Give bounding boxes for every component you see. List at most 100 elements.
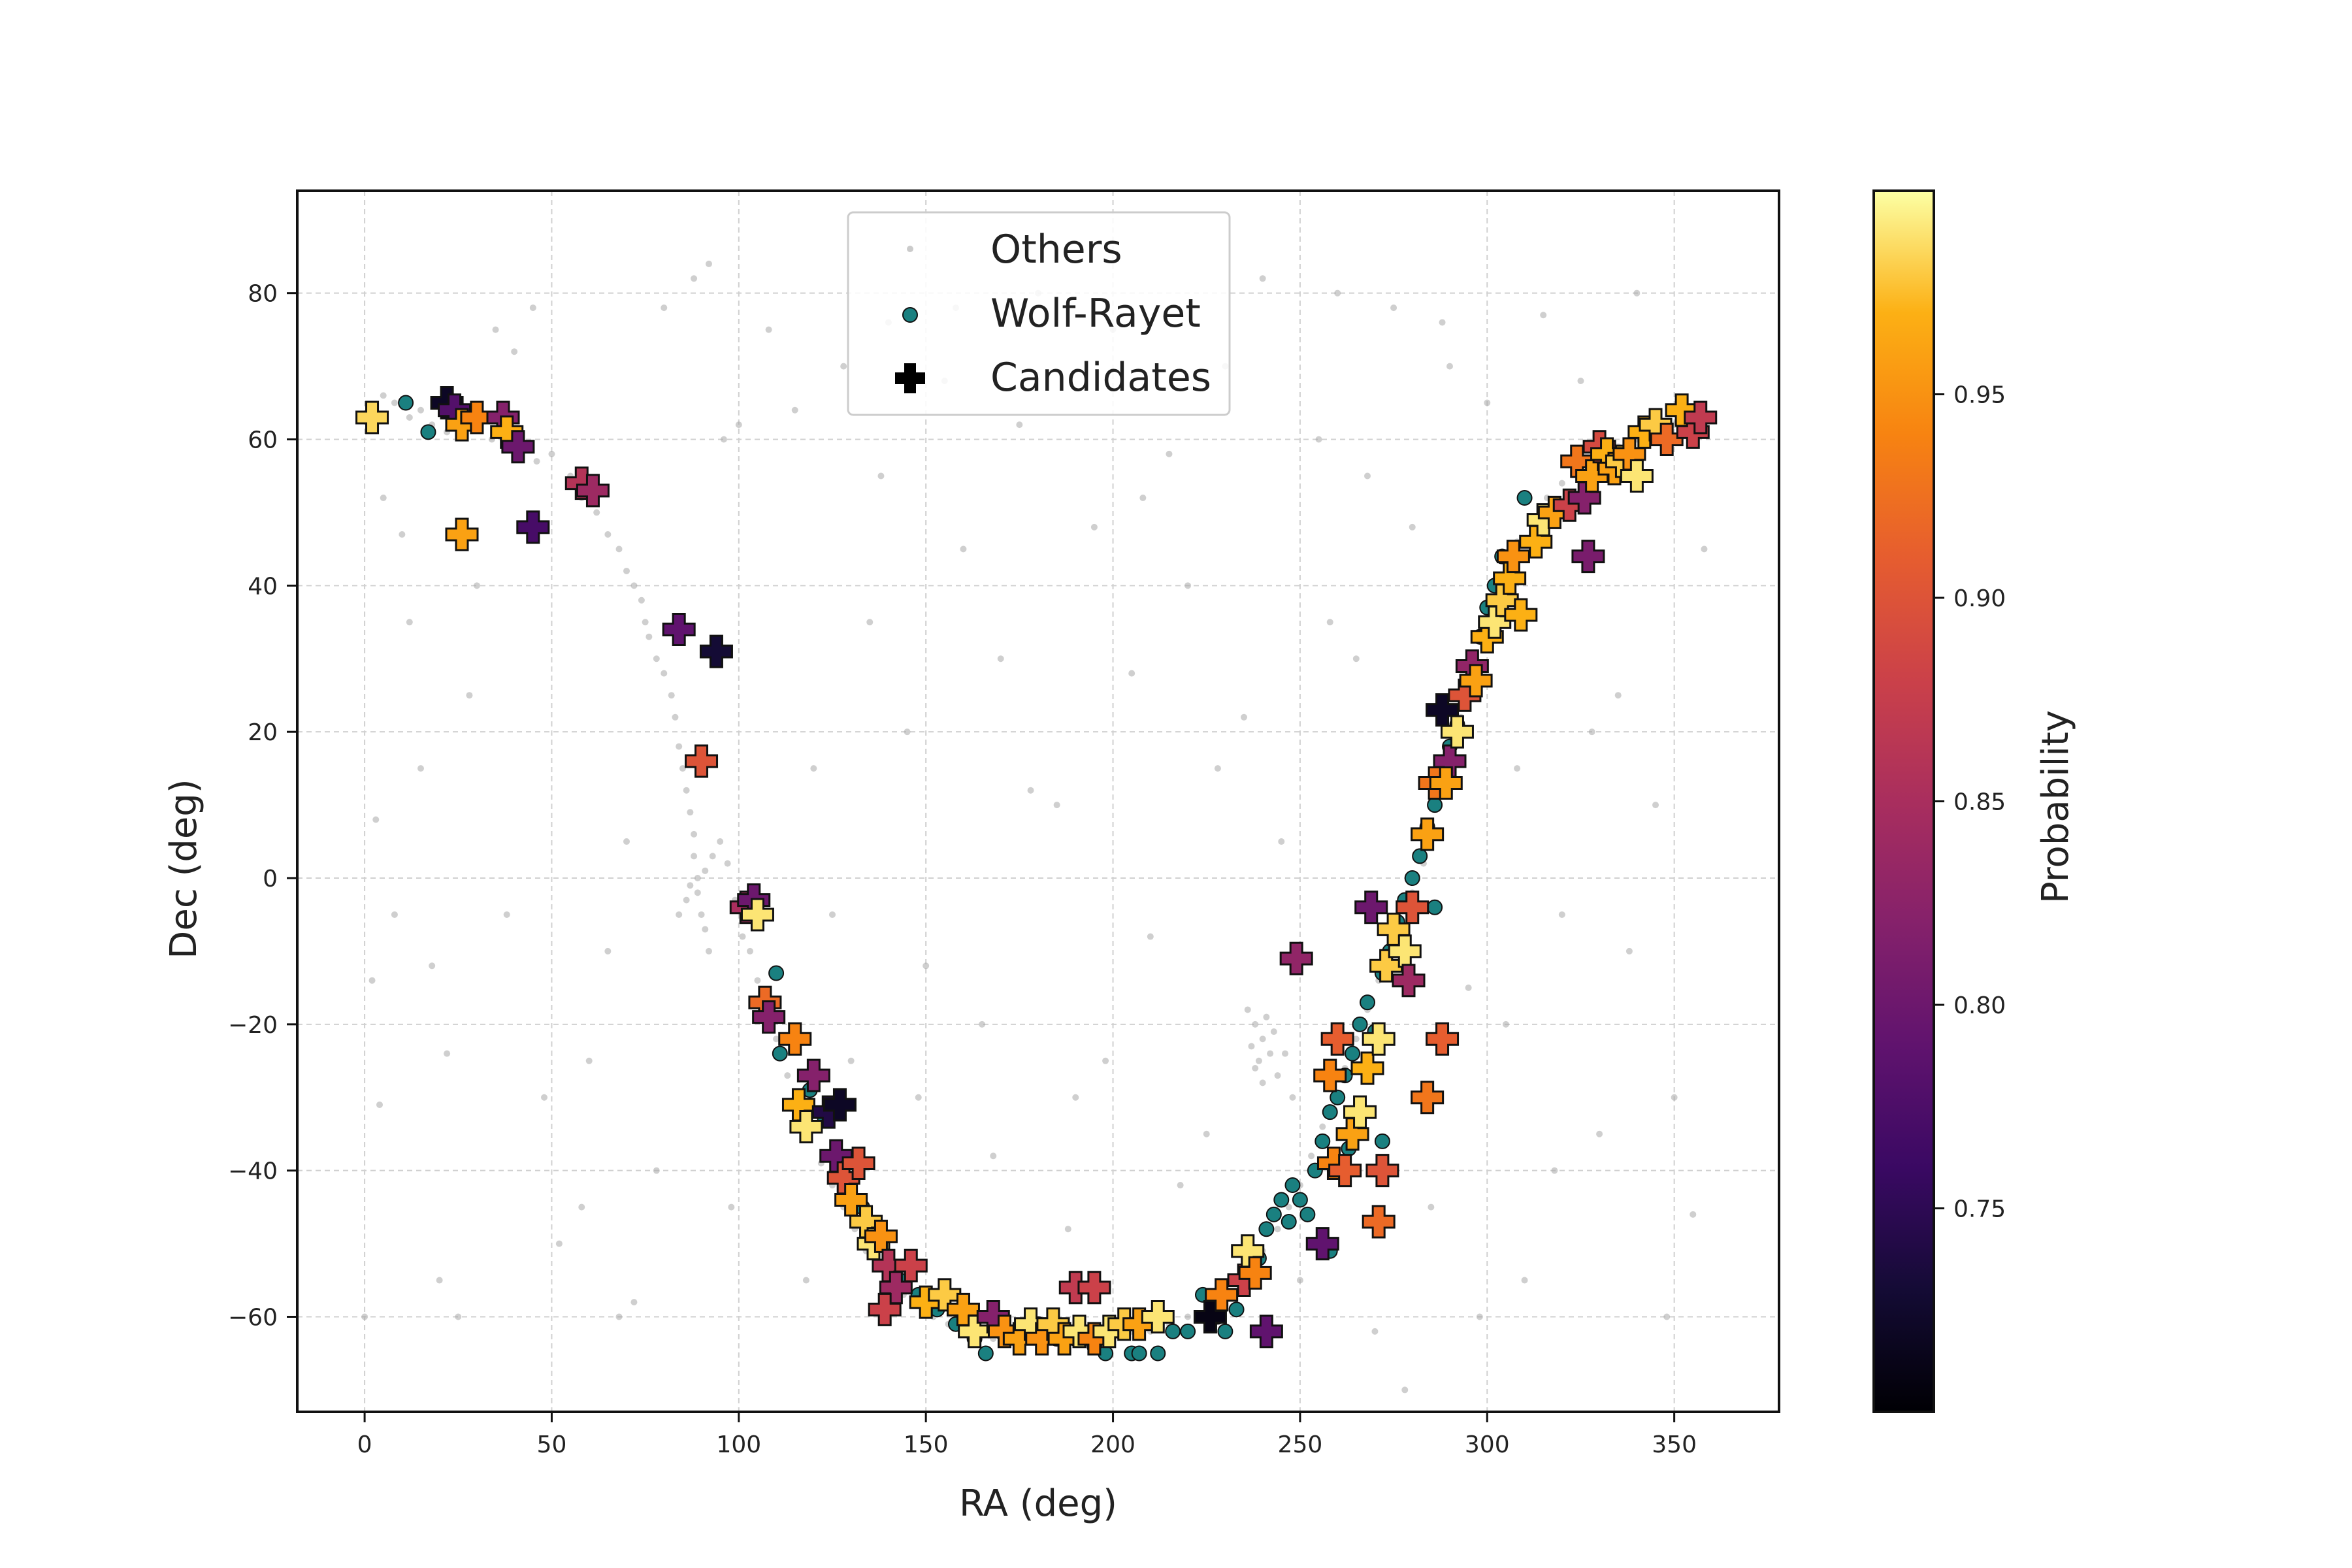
others-point: [960, 546, 967, 553]
others-point: [717, 838, 724, 845]
others-point: [1465, 984, 1472, 991]
candidate-point: [1328, 1154, 1362, 1188]
others-point: [1184, 1313, 1192, 1320]
others-point: [1428, 1203, 1435, 1211]
others-point: [1558, 480, 1565, 487]
others-point: [1401, 1386, 1409, 1394]
others-point: [380, 392, 387, 399]
x-axis: 0 50 100 150 200 250 300 350: [357, 1412, 1697, 1458]
others-point: [676, 743, 683, 750]
others-point: [810, 765, 817, 772]
others-point: [1241, 713, 1247, 721]
others-point: [555, 1240, 563, 1247]
others-point: [1274, 1072, 1281, 1079]
others-point: [623, 567, 630, 574]
others-point: [1476, 1313, 1483, 1320]
others-point: [1521, 1277, 1528, 1284]
others-point: [376, 1101, 383, 1108]
others-point: [1184, 582, 1192, 589]
candidate-point: [841, 1146, 875, 1180]
candidate-point: [796, 1058, 830, 1092]
candidate-point: [699, 634, 733, 668]
candidate-point: [879, 1271, 913, 1305]
candidate-point: [1305, 1227, 1339, 1261]
y-axis-title: Dec (deg): [163, 779, 205, 958]
candidate-point: [1249, 1315, 1283, 1348]
others-point: [615, 1313, 623, 1320]
y-tick-label: 60: [248, 427, 278, 454]
others-point: [1252, 1064, 1259, 1071]
others-point: [1053, 802, 1060, 809]
others-point: [1588, 728, 1595, 736]
others-point: [1147, 933, 1154, 940]
y-tick-label: −20: [228, 1012, 278, 1039]
others-point: [361, 1313, 368, 1320]
candidate-point: [1362, 1022, 1396, 1056]
others-point: [847, 1057, 855, 1064]
legend-label-others: Others: [990, 227, 1122, 272]
others-point: [728, 1203, 735, 1211]
legend-marker-wolf-rayet: [902, 307, 918, 323]
others-point: [541, 1094, 547, 1101]
y-tick-label: −40: [228, 1158, 278, 1185]
candidate-point: [1396, 890, 1429, 924]
others-point: [923, 962, 930, 970]
wolf-rayet-point: [1217, 1323, 1233, 1339]
colorbar-tick-label: 0.85: [1953, 789, 2006, 816]
others-point: [653, 655, 660, 662]
candidate-point: [1440, 715, 1474, 749]
others-point: [1577, 377, 1584, 384]
wolf-rayet-point: [1404, 870, 1420, 887]
others-point: [1064, 1226, 1071, 1233]
others-point: [630, 582, 638, 589]
others-point: [679, 765, 686, 772]
others-point: [1663, 1313, 1671, 1320]
others-point: [380, 495, 387, 502]
legend-label-candidates: Candidates: [990, 355, 1211, 400]
wolf-rayet-point: [772, 1045, 788, 1062]
candidate-point: [894, 1249, 928, 1282]
others-point: [1259, 1036, 1266, 1043]
candidate-point: [1238, 1256, 1272, 1290]
others-point: [1072, 1094, 1079, 1101]
others-point: [492, 326, 499, 333]
others-point: [1319, 1123, 1326, 1130]
wolf-rayet-point: [1131, 1345, 1147, 1362]
candidate-point: [1320, 1022, 1354, 1056]
candidate-point: [789, 1110, 823, 1144]
others-point: [1352, 1036, 1360, 1043]
others-point: [754, 977, 761, 984]
candidate-point: [460, 400, 494, 434]
legend-marker-others: [907, 246, 913, 252]
others-point: [683, 896, 690, 904]
others-point: [1308, 1152, 1315, 1160]
others-point: [436, 1277, 443, 1284]
others-point: [1027, 787, 1034, 794]
others-point: [511, 348, 518, 355]
others-point: [653, 1167, 660, 1174]
others-point: [444, 1050, 451, 1057]
candidate-point: [1496, 540, 1530, 574]
candidate-point: [1205, 1278, 1239, 1312]
others-point: [687, 809, 694, 816]
wolf-rayet-point: [1299, 1206, 1316, 1222]
others-point: [604, 947, 612, 955]
others-point: [694, 889, 701, 896]
others-point: [661, 670, 668, 677]
wolf-rayet-point: [398, 395, 414, 411]
others-point: [691, 275, 698, 282]
others-series: [361, 260, 1708, 1394]
others-point: [645, 633, 653, 640]
others-point: [466, 692, 473, 699]
candidate-point: [1426, 1022, 1460, 1056]
wolf-rayet-point: [1516, 490, 1533, 506]
candidate-point: [1062, 1315, 1096, 1348]
candidate-point: [1459, 664, 1493, 698]
others-point: [630, 1299, 638, 1306]
wolf-rayet-point: [1427, 797, 1443, 813]
candidate-point: [1504, 598, 1538, 632]
others-point: [368, 977, 376, 984]
others-point: [1282, 1050, 1288, 1057]
candidate-point: [685, 744, 719, 778]
others-point: [773, 1036, 780, 1043]
